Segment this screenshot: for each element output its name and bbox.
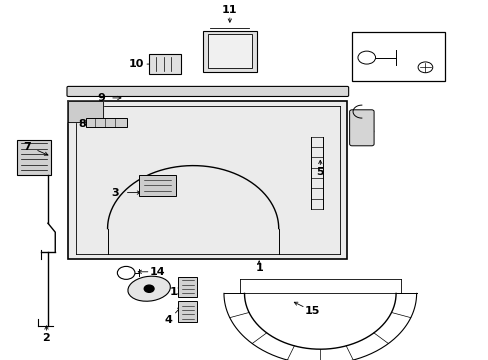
Circle shape	[144, 285, 154, 292]
Text: 9: 9	[98, 93, 105, 103]
Text: 5: 5	[316, 167, 324, 177]
Text: 3: 3	[111, 188, 119, 198]
FancyBboxPatch shape	[178, 277, 197, 297]
FancyBboxPatch shape	[17, 140, 51, 175]
Text: 15: 15	[304, 306, 319, 316]
Text: 4: 4	[164, 315, 172, 325]
FancyBboxPatch shape	[351, 32, 444, 81]
Text: 1: 1	[255, 263, 263, 273]
FancyBboxPatch shape	[139, 175, 176, 196]
Text: 10: 10	[128, 59, 143, 69]
Text: 13: 13	[169, 287, 184, 297]
Text: 8: 8	[78, 119, 86, 129]
Polygon shape	[68, 101, 102, 122]
Text: 14: 14	[149, 267, 165, 277]
FancyBboxPatch shape	[85, 118, 127, 127]
Ellipse shape	[128, 276, 170, 301]
FancyBboxPatch shape	[349, 110, 373, 146]
Text: 6: 6	[366, 126, 374, 136]
Text: 11: 11	[222, 5, 237, 15]
FancyBboxPatch shape	[67, 86, 348, 96]
FancyBboxPatch shape	[68, 101, 346, 259]
Text: 7: 7	[23, 142, 31, 152]
FancyBboxPatch shape	[178, 301, 197, 322]
Text: 12: 12	[370, 41, 386, 51]
FancyBboxPatch shape	[203, 31, 256, 72]
Text: 2: 2	[42, 333, 50, 343]
FancyBboxPatch shape	[207, 34, 251, 68]
FancyBboxPatch shape	[149, 54, 181, 74]
